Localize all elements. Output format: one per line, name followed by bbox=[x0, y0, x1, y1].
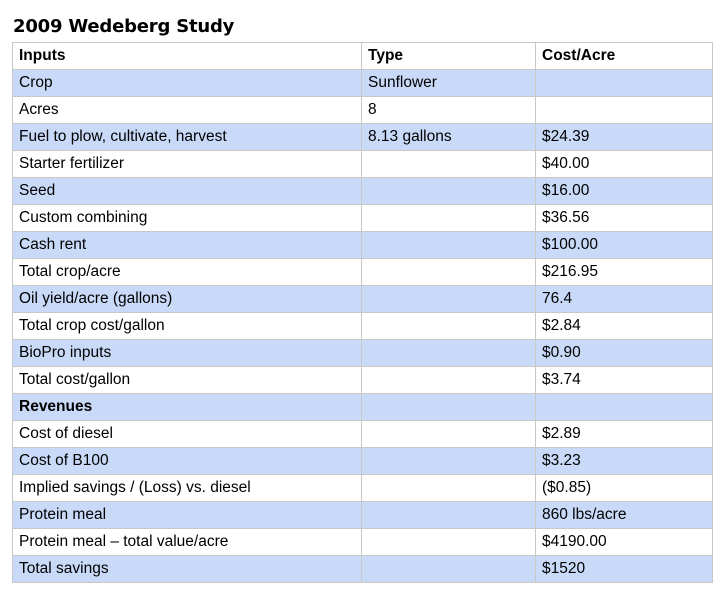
row-cost bbox=[535, 96, 713, 124]
row-label: Total crop/acre bbox=[12, 258, 362, 286]
row-label: Total cost/gallon bbox=[12, 366, 362, 394]
row-cost: ($0.85) bbox=[535, 474, 713, 502]
row-cost bbox=[535, 69, 713, 97]
table-row: Protein meal 860 lbs/acre bbox=[12, 501, 713, 529]
table-row: Starter fertilizer $40.00 bbox=[12, 150, 713, 178]
table-row: Cash rent $100.00 bbox=[12, 231, 713, 259]
row-label: Protein meal bbox=[12, 501, 362, 529]
row-label: Acres bbox=[12, 96, 362, 124]
row-cost: $100.00 bbox=[535, 231, 713, 259]
row-type bbox=[361, 204, 536, 232]
row-type bbox=[361, 339, 536, 367]
row-cost: $4190.00 bbox=[535, 528, 713, 556]
section-row-revenues: Revenues bbox=[12, 393, 713, 421]
row-type bbox=[361, 177, 536, 205]
row-label: Cost of diesel bbox=[12, 420, 362, 448]
study-table: Inputs Type Cost/Acre Crop Sunflower Acr… bbox=[12, 42, 713, 583]
section-label: Revenues bbox=[12, 393, 362, 421]
row-cost: $40.00 bbox=[535, 150, 713, 178]
row-cost: $2.89 bbox=[535, 420, 713, 448]
row-label: Oil yield/acre (gallons) bbox=[12, 285, 362, 313]
row-type bbox=[361, 312, 536, 340]
row-type bbox=[361, 420, 536, 448]
row-cost: $36.56 bbox=[535, 204, 713, 232]
row-type bbox=[361, 501, 536, 529]
table-row: Crop Sunflower bbox=[12, 69, 713, 97]
row-cost: 76.4 bbox=[535, 285, 713, 313]
row-label: Total savings bbox=[12, 555, 362, 583]
row-label: Protein meal – total value/acre bbox=[12, 528, 362, 556]
row-type bbox=[361, 555, 536, 583]
row-label: Crop bbox=[12, 69, 362, 97]
row-label: Starter fertilizer bbox=[12, 150, 362, 178]
row-cost: $2.84 bbox=[535, 312, 713, 340]
table-row: Fuel to plow, cultivate, harvest 8.13 ga… bbox=[12, 123, 713, 151]
table-row: Total crop cost/gallon $2.84 bbox=[12, 312, 713, 340]
table-row: Cost of diesel $2.89 bbox=[12, 420, 713, 448]
row-label: Custom combining bbox=[12, 204, 362, 232]
row-type: 8.13 gallons bbox=[361, 123, 536, 151]
row-label: Seed bbox=[12, 177, 362, 205]
table-row: Total cost/gallon $3.74 bbox=[12, 366, 713, 394]
table-row: Oil yield/acre (gallons) 76.4 bbox=[12, 285, 713, 313]
table-row: BioPro inputs $0.90 bbox=[12, 339, 713, 367]
document-title: 2009 Wedeberg Study bbox=[13, 16, 235, 37]
header-cost-acre: Cost/Acre bbox=[535, 42, 713, 70]
row-type bbox=[361, 474, 536, 502]
row-label: Total crop cost/gallon bbox=[12, 312, 362, 340]
row-type: 8 bbox=[361, 96, 536, 124]
row-cost bbox=[535, 393, 713, 421]
row-type bbox=[361, 366, 536, 394]
row-cost: 860 lbs/acre bbox=[535, 501, 713, 529]
table-row: Acres 8 bbox=[12, 96, 713, 124]
row-label: Implied savings / (Loss) vs. diesel bbox=[12, 474, 362, 502]
table-row: Cost of B100 $3.23 bbox=[12, 447, 713, 475]
row-cost: $0.90 bbox=[535, 339, 713, 367]
row-cost: $216.95 bbox=[535, 258, 713, 286]
row-type: Sunflower bbox=[361, 69, 536, 97]
header-inputs: Inputs bbox=[12, 42, 362, 70]
row-label: BioPro inputs bbox=[12, 339, 362, 367]
row-type bbox=[361, 150, 536, 178]
table-row: Implied savings / (Loss) vs. diesel ($0.… bbox=[12, 474, 713, 502]
row-label: Cash rent bbox=[12, 231, 362, 259]
header-type: Type bbox=[361, 42, 536, 70]
table-row: Custom combining $36.56 bbox=[12, 204, 713, 232]
row-label: Cost of B100 bbox=[12, 447, 362, 475]
row-type bbox=[361, 528, 536, 556]
row-cost: $3.23 bbox=[535, 447, 713, 475]
row-cost: $16.00 bbox=[535, 177, 713, 205]
header-row: Inputs Type Cost/Acre bbox=[12, 42, 713, 70]
table-row: Total crop/acre $216.95 bbox=[12, 258, 713, 286]
row-type bbox=[361, 393, 536, 421]
row-type bbox=[361, 447, 536, 475]
row-type bbox=[361, 231, 536, 259]
row-cost: $24.39 bbox=[535, 123, 713, 151]
row-type bbox=[361, 258, 536, 286]
row-label: Fuel to plow, cultivate, harvest bbox=[12, 123, 362, 151]
row-cost: $1520 bbox=[535, 555, 713, 583]
table-row: Protein meal – total value/acre $4190.00 bbox=[12, 528, 713, 556]
row-type bbox=[361, 285, 536, 313]
table-row: Total savings $1520 bbox=[12, 555, 713, 583]
row-cost: $3.74 bbox=[535, 366, 713, 394]
table-row: Seed $16.00 bbox=[12, 177, 713, 205]
